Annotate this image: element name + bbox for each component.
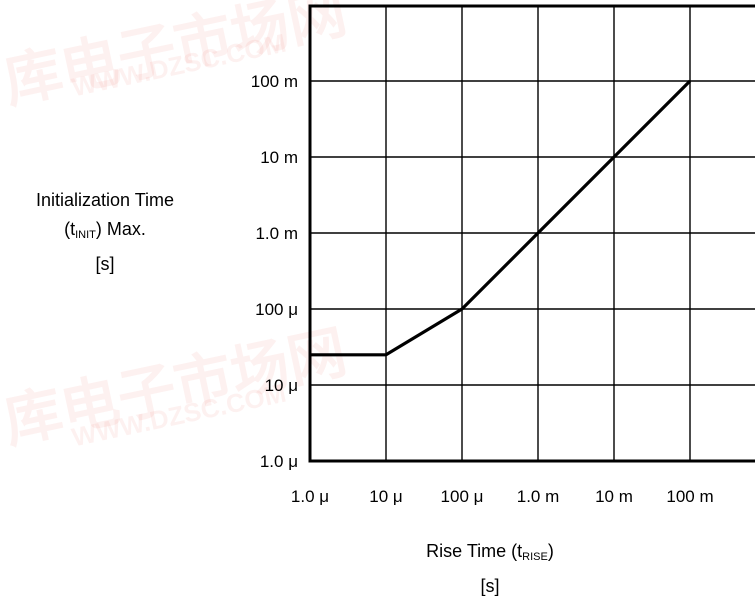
y-axis-label: Initialization Time (tINIT) Max. [s] <box>0 186 210 279</box>
x-axis-label-line2: [s] <box>480 576 500 596</box>
y-axis-label-line2: (tINIT) Max. <box>64 219 146 241</box>
plot-frame <box>308 4 755 463</box>
x-axis-label-line1: Rise Time (tRISE) <box>426 541 554 563</box>
y-axis-label-line1: Initialization Time <box>35 190 175 210</box>
x-tick-label: 1.0 m <box>517 487 560 506</box>
y-axis-label-line3: [s] <box>95 254 115 274</box>
y-tick-label: 10 μ <box>265 376 298 395</box>
x-tick-label: 10 m <box>595 487 633 506</box>
y-tick-label: 1.0 m <box>255 224 298 243</box>
series-line-0 <box>310 79 692 357</box>
x-tick-label: 10 μ <box>369 487 402 506</box>
x-tick-label: 100 m <box>666 487 713 506</box>
x-tick-label: 1.0 μ <box>291 487 329 506</box>
y-tick-label: 1.0 μ <box>260 452 298 471</box>
x-axis-label: Rise Time (tRISE) [s] <box>380 537 600 601</box>
grid <box>310 6 755 461</box>
y-tick-labels: 1.0 μ 10 μ 100 μ 1.0 m 10 m 100 m <box>251 72 298 471</box>
y-tick-label: 10 m <box>260 148 298 167</box>
x-tick-labels: 1.0 μ 10 μ 100 μ 1.0 m 10 m 100 m <box>291 487 714 506</box>
series-group <box>310 79 692 357</box>
y-tick-label: 100 m <box>251 72 298 91</box>
y-tick-label: 100 μ <box>255 300 298 319</box>
x-tick-label: 100 μ <box>441 487 484 506</box>
